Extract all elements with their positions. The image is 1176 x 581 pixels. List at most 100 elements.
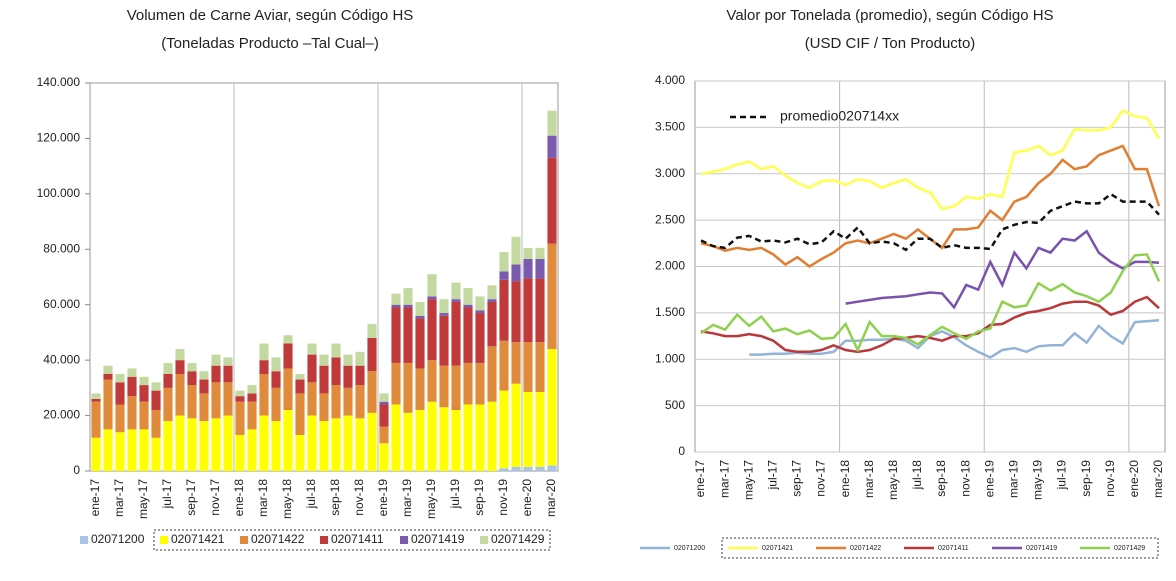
legend-box [721, 537, 1159, 559]
bar-segment [487, 299, 497, 302]
x-tick-label: jul-17 [160, 479, 174, 510]
bar-segment [511, 236, 521, 265]
y-tick-label: 20.000 [43, 408, 80, 422]
y-tick-label: 3.000 [655, 166, 685, 180]
bar-segment [211, 354, 221, 366]
x-tick-label: mar-20 [544, 479, 558, 517]
bar-segment [139, 376, 149, 386]
bar-segment [475, 362, 485, 405]
bar-segment [199, 421, 209, 471]
bar-segment [439, 407, 449, 471]
bar-segment [487, 401, 497, 471]
x-tick-label: may-18 [280, 479, 294, 519]
bar-segment [535, 466, 545, 471]
bar-segment [283, 343, 293, 369]
bar-segment [355, 351, 365, 366]
bar-segment [295, 374, 305, 380]
x-tick-label: sep-17 [790, 460, 804, 497]
bar-segment [91, 437, 101, 471]
bar-segment [463, 404, 473, 471]
bar-segment [439, 315, 449, 366]
bar-segment [511, 264, 521, 282]
bar-segment [379, 393, 389, 402]
x-tick-label: mar-17 [112, 479, 126, 517]
bar-segment [451, 282, 461, 300]
bar-segment [187, 385, 197, 419]
bar-segment [235, 434, 245, 471]
y-tick-label: 2.000 [655, 259, 685, 273]
bar-segment [355, 365, 365, 386]
y-tick-label: 100.000 [37, 186, 81, 200]
x-tick-label: sep-18 [934, 460, 948, 497]
bar-segment [451, 410, 461, 471]
bar-segment [511, 342, 521, 384]
bar-segment [127, 396, 137, 430]
chart-subtitle: (Toneladas Producto –Tal Cual–) [161, 35, 379, 52]
bar-segment [307, 382, 317, 416]
bar-segment [91, 401, 101, 438]
bar-segment [475, 296, 485, 311]
bar-segment [439, 313, 449, 316]
line-series [845, 229, 1160, 310]
bar-segment [319, 393, 329, 422]
bar-segment [223, 415, 233, 471]
bar-segment [331, 385, 341, 419]
bar-segment [523, 278, 533, 343]
bar-segment [547, 110, 557, 136]
bar-segment [175, 349, 185, 361]
bar-segment [535, 258, 545, 279]
legend-label: 02071200 [674, 545, 705, 552]
x-tick-label: may-18 [886, 460, 900, 500]
line-series [700, 144, 1161, 269]
bar-segment [103, 429, 113, 471]
bar-segment [439, 299, 449, 314]
bar-segment [535, 392, 545, 467]
legend-marker [400, 536, 408, 544]
y-tick-label: 3.500 [655, 120, 685, 134]
bar-segment [223, 382, 233, 416]
x-tick-label: sep-19 [1079, 460, 1093, 497]
bar-segment [415, 368, 425, 411]
bar-segment [427, 274, 437, 297]
bar-segment [499, 340, 509, 391]
bar-segment [547, 349, 557, 466]
bar-segment [379, 401, 389, 405]
bar-segment [175, 415, 185, 471]
bar-segment [451, 365, 461, 411]
bar-segment [451, 301, 461, 366]
bar-segment [343, 354, 353, 366]
bar-segment [283, 335, 293, 344]
bar-segment [523, 247, 533, 259]
x-tick-label: nov-17 [814, 460, 828, 497]
bar-segment [487, 346, 497, 402]
x-tick-label: mar-18 [256, 479, 270, 517]
bar-segment [379, 443, 389, 471]
x-tick-label: mar-17 [717, 460, 731, 498]
bar-segment [235, 390, 245, 397]
x-tick-label: jul-18 [910, 460, 924, 491]
x-tick-label: ene-19 [982, 460, 996, 498]
bar-segment [475, 313, 485, 363]
y-tick-label: 60.000 [43, 297, 80, 311]
bar-segment [355, 418, 365, 471]
bar-segment [463, 288, 473, 305]
bar-segment [343, 365, 353, 388]
x-tick-label: mar-18 [862, 460, 876, 498]
bar-segment [343, 415, 353, 471]
legend-label: 02071421 [762, 545, 793, 552]
legend-box [153, 529, 551, 551]
bar-segment [259, 415, 269, 471]
bar-segment [247, 385, 257, 394]
bar-segment [511, 281, 521, 343]
legend-label: 02071411 [938, 545, 969, 552]
bar-segment [139, 401, 149, 430]
bar-segment [271, 387, 281, 422]
bar-segment [403, 412, 413, 471]
bar-segment [463, 307, 473, 363]
bar-segment [523, 258, 533, 279]
bar-segment [355, 385, 365, 419]
bar-segment [511, 466, 521, 471]
bar-segment [391, 307, 401, 363]
bar-segment [115, 404, 125, 433]
